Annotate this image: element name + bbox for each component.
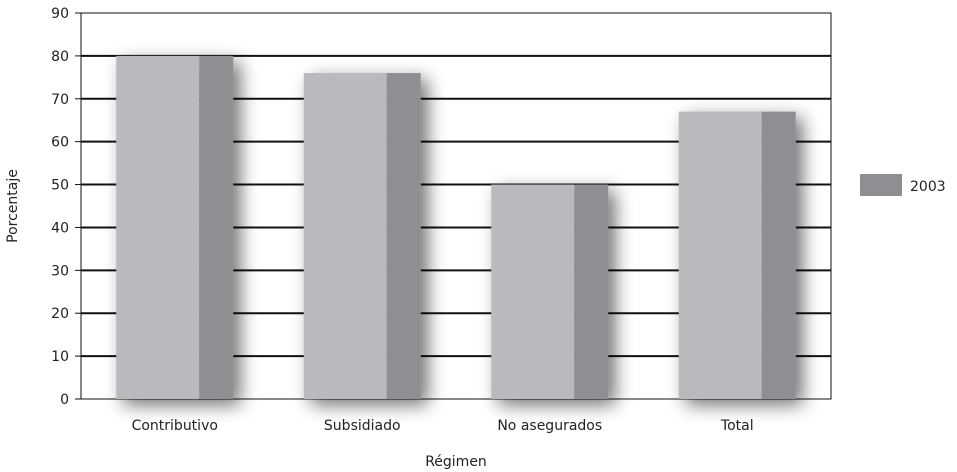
x-axis-title: Régimen xyxy=(425,454,487,470)
x-axis-ticks: Contributivo Subsidiado No asegurados Total xyxy=(132,418,754,434)
bar-front xyxy=(491,184,575,399)
y-axis-ticks: 0 10 20 30 40 50 60 70 80 90 xyxy=(51,6,81,408)
legend-label: 2003 xyxy=(910,179,946,195)
x-tick-label: No asegurados xyxy=(497,418,602,434)
y-tick-label: 30 xyxy=(51,263,69,279)
y-tick-label: 20 xyxy=(51,306,69,322)
bar-group xyxy=(491,184,609,399)
y-tick-label: 0 xyxy=(60,392,69,408)
bar xyxy=(574,184,609,399)
y-tick-label: 40 xyxy=(51,220,69,236)
bar-group xyxy=(303,73,421,400)
bar-front xyxy=(678,111,762,400)
x-tick-label: Contributivo xyxy=(132,418,218,434)
y-tick-label: 60 xyxy=(51,135,69,151)
bar xyxy=(199,55,234,400)
bar xyxy=(386,73,421,400)
y-tick-label: 80 xyxy=(51,49,69,65)
y-tick-label: 50 xyxy=(51,178,69,194)
x-tick-label: Total xyxy=(720,418,754,434)
legend-swatch xyxy=(860,174,902,196)
plot-area-border xyxy=(80,12,832,400)
legend: 2003 xyxy=(860,174,946,196)
bar-front xyxy=(116,55,200,400)
bar-group xyxy=(678,111,796,400)
bars xyxy=(116,55,796,400)
bar-front xyxy=(303,73,387,400)
y-tick-label: 90 xyxy=(51,6,69,22)
y-tick-label: 10 xyxy=(51,349,69,365)
y-axis-title: Porcentaje xyxy=(5,169,21,243)
y-tick-label: 70 xyxy=(51,92,69,108)
bar-group xyxy=(116,55,234,400)
bar xyxy=(761,111,796,400)
x-tick-label: Subsidiado xyxy=(324,418,401,434)
